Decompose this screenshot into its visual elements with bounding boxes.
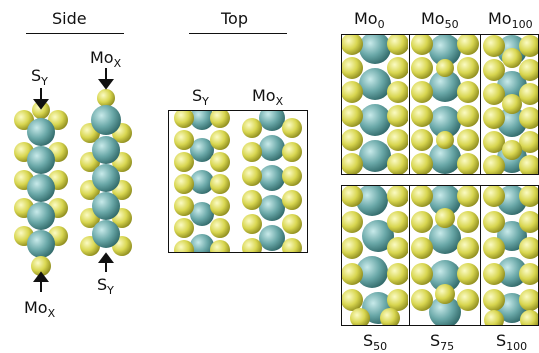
side-header: Side [52,9,87,28]
molybdenum-atom [91,105,121,135]
panel-s50-atoms [342,186,408,325]
top-view-atoms [174,111,302,252]
sulfur-atom [97,89,115,107]
molybdenum-atom [27,146,55,174]
panel-mo0-atoms [342,35,408,174]
molybdenum-atom [92,192,120,220]
top-view-frame [168,110,308,253]
grid-divider [409,185,410,326]
molybdenum-atom [27,174,55,202]
side-header-rule [26,33,124,34]
top-col1-label: SY [192,86,209,108]
grid-divider [480,185,481,326]
side-right-bottom-label: SY [97,275,114,297]
panel-mo50-atoms [411,35,479,174]
grid-divider [480,34,481,175]
arrow-down-icon [98,68,114,90]
top-col-mox [242,111,302,252]
molybdenum-atom [92,164,120,192]
panel-s100-atoms [483,186,539,325]
molybdenum-atom [27,230,55,258]
grid-label-mo0: Mo0 [354,9,385,31]
arrow-up-icon [33,271,49,292]
arrows [33,68,114,292]
top-col2-label: MoX [252,86,284,108]
side-chain-right [80,89,132,256]
top-header: Top [221,9,248,28]
sulfur-atom [31,256,51,276]
grid-label-mo100: Mo100 [488,9,533,31]
side-left-top-label: SY [31,66,48,88]
molybdenum-atom [92,136,120,164]
grid-label-mo50: Mo50 [421,9,459,31]
panel-s75-atoms [411,186,479,325]
grid-frame-bottom [341,185,539,326]
grid-frame-top [341,34,539,175]
panel-mo100-atoms [483,35,539,174]
arrow-down-icon [33,88,49,110]
molybdenum-atom [27,118,55,146]
molybdenum-atom [27,202,55,230]
side-left-bottom-label: MoX [24,298,56,320]
side-right-top-label: MoX [90,48,122,70]
molybdenum-atom [92,220,120,248]
top-header-rule [189,33,287,34]
sulfur-atom [32,101,50,119]
top-col-sy [174,111,230,252]
grid-divider [409,34,410,175]
arrow-up-icon [98,252,114,272]
side-chain-left [14,101,68,276]
